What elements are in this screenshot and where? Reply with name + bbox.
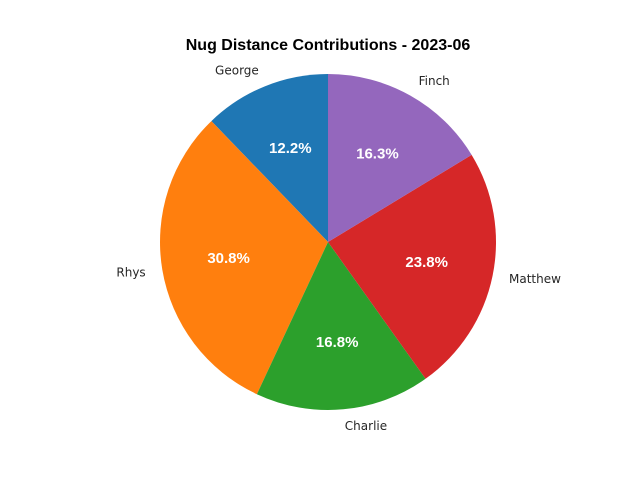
pie-slices: [160, 74, 497, 410]
slice-label-george: George: [215, 64, 259, 78]
pct-label-finch: 16.3%: [356, 146, 399, 163]
pie-slice-rhys: [160, 121, 328, 395]
pie-slice-george: [211, 74, 328, 242]
slice-label-finch: Finch: [419, 74, 450, 88]
pie-slice-finch: [328, 74, 472, 242]
slice-label-rhys: Rhys: [116, 265, 145, 279]
pie-slice-charlie: [256, 242, 426, 410]
slice-label-matthew: Matthew: [509, 272, 561, 286]
pct-label-matthew: 23.8%: [405, 254, 448, 271]
chart-title: Nug Distance Contributions - 2023-06: [186, 37, 471, 54]
slice-label-charlie: Charlie: [345, 419, 387, 433]
pie-slice-matthew: [328, 154, 497, 379]
pct-label-george: 12.2%: [269, 140, 312, 157]
percent-labels: 12.2% 30.8% 16.8% 23.8% 16.3%: [207, 140, 448, 351]
pct-label-rhys: 30.8%: [207, 250, 250, 267]
slice-name-labels: George Rhys Charlie Matthew Finch: [116, 64, 561, 433]
pct-label-charlie: 16.8%: [316, 334, 359, 351]
